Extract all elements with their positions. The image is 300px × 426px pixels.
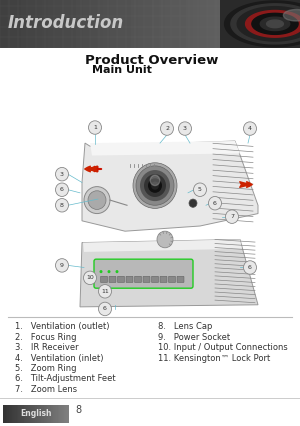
Text: 6: 6 xyxy=(103,306,107,311)
Circle shape xyxy=(208,196,221,210)
Text: 7: 7 xyxy=(230,214,234,219)
Text: 9: 9 xyxy=(60,263,64,268)
Circle shape xyxy=(140,170,170,201)
Circle shape xyxy=(56,183,68,196)
Circle shape xyxy=(88,191,106,210)
Circle shape xyxy=(100,270,103,273)
Text: 1: 1 xyxy=(93,125,97,130)
Text: 10. Input / Output Connections: 10. Input / Output Connections xyxy=(158,343,288,352)
Circle shape xyxy=(84,187,110,213)
Text: 8: 8 xyxy=(60,203,64,208)
Circle shape xyxy=(98,285,112,298)
Polygon shape xyxy=(284,9,300,21)
Circle shape xyxy=(244,122,256,135)
Polygon shape xyxy=(260,17,290,31)
Circle shape xyxy=(144,174,166,197)
FancyBboxPatch shape xyxy=(126,276,133,282)
Circle shape xyxy=(88,121,101,134)
Text: 9.   Power Socket: 9. Power Socket xyxy=(158,333,230,342)
Polygon shape xyxy=(246,11,300,37)
Text: 1.   Ventilation (outlet): 1. Ventilation (outlet) xyxy=(15,322,110,331)
Text: 8.   Lens Cap: 8. Lens Cap xyxy=(158,322,212,331)
FancyBboxPatch shape xyxy=(143,276,150,282)
Polygon shape xyxy=(267,20,284,28)
Polygon shape xyxy=(80,239,258,307)
Polygon shape xyxy=(82,141,258,231)
Text: 11: 11 xyxy=(101,289,109,294)
Circle shape xyxy=(226,210,238,223)
Text: 10: 10 xyxy=(86,275,94,280)
Circle shape xyxy=(148,178,162,193)
Text: Main Unit: Main Unit xyxy=(92,65,152,75)
Text: English: English xyxy=(20,409,52,418)
Circle shape xyxy=(116,270,118,273)
Polygon shape xyxy=(225,1,300,47)
Text: 2: 2 xyxy=(165,126,169,131)
FancyBboxPatch shape xyxy=(94,259,193,288)
Circle shape xyxy=(136,166,174,205)
Text: 7.   Zoom Lens: 7. Zoom Lens xyxy=(15,385,77,394)
Circle shape xyxy=(189,199,197,207)
Text: Introduction: Introduction xyxy=(8,14,124,32)
Polygon shape xyxy=(83,239,242,252)
Text: 6: 6 xyxy=(248,265,252,270)
FancyBboxPatch shape xyxy=(152,276,158,282)
FancyBboxPatch shape xyxy=(134,276,142,282)
Circle shape xyxy=(98,302,112,316)
Polygon shape xyxy=(231,4,300,44)
Circle shape xyxy=(151,181,159,190)
Text: 6.   Tilt-Adjustment Feet: 6. Tilt-Adjustment Feet xyxy=(15,374,116,383)
Polygon shape xyxy=(90,141,240,155)
Circle shape xyxy=(157,231,173,248)
FancyBboxPatch shape xyxy=(118,276,124,282)
Text: 4.   Ventilation (inlet): 4. Ventilation (inlet) xyxy=(15,354,104,363)
FancyBboxPatch shape xyxy=(160,276,167,282)
Text: 2.   Focus Ring: 2. Focus Ring xyxy=(15,333,76,342)
FancyBboxPatch shape xyxy=(177,276,184,282)
Circle shape xyxy=(56,199,68,212)
Circle shape xyxy=(160,122,173,135)
Circle shape xyxy=(244,261,256,274)
Polygon shape xyxy=(237,7,300,41)
Circle shape xyxy=(194,183,206,196)
Circle shape xyxy=(133,163,177,208)
FancyBboxPatch shape xyxy=(109,276,116,282)
Text: 5: 5 xyxy=(198,187,202,192)
Text: 3: 3 xyxy=(60,172,64,177)
Text: 3: 3 xyxy=(183,126,187,131)
FancyBboxPatch shape xyxy=(169,276,176,282)
Text: 4: 4 xyxy=(248,126,252,131)
Text: 3.   IR Receiver: 3. IR Receiver xyxy=(15,343,79,352)
Text: Product Overview: Product Overview xyxy=(85,54,219,67)
Circle shape xyxy=(56,167,68,181)
Text: 11. Kensington™ Lock Port: 11. Kensington™ Lock Port xyxy=(158,354,270,363)
Polygon shape xyxy=(220,0,300,48)
Circle shape xyxy=(83,271,97,285)
FancyBboxPatch shape xyxy=(100,276,107,282)
Polygon shape xyxy=(150,175,160,186)
Text: 8: 8 xyxy=(75,405,81,415)
Text: 6: 6 xyxy=(60,187,64,192)
Text: 5.   Zoom Ring: 5. Zoom Ring xyxy=(15,364,76,373)
Polygon shape xyxy=(252,13,298,35)
Circle shape xyxy=(56,259,68,272)
Text: 6: 6 xyxy=(213,201,217,206)
Circle shape xyxy=(107,270,110,273)
Circle shape xyxy=(178,122,191,135)
